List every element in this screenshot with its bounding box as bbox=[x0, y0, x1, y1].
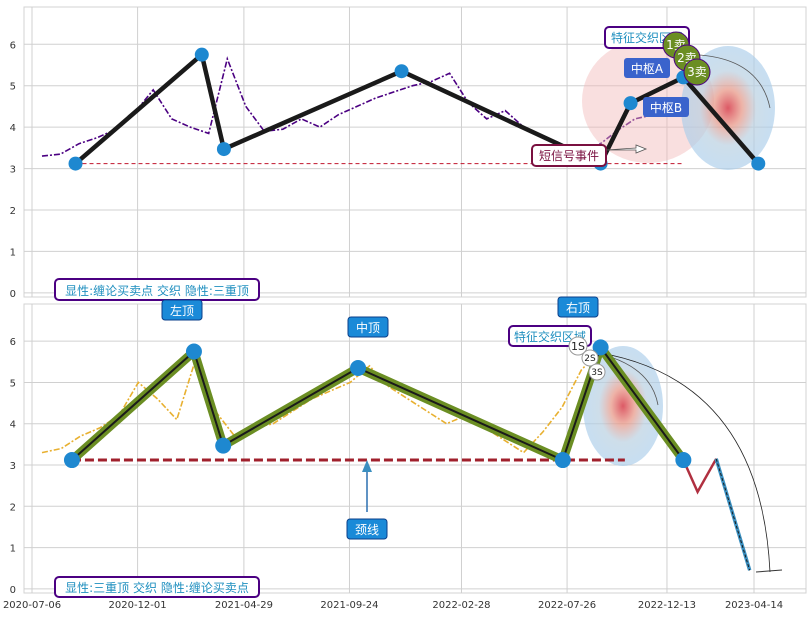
mid-top-label: 中顶 bbox=[356, 320, 380, 335]
pivot-a-box bbox=[624, 58, 670, 78]
x-tick-label: 2022-02-28 bbox=[432, 600, 490, 611]
sell-3-label: 3卖 bbox=[687, 65, 707, 79]
sell-3-marker bbox=[683, 58, 711, 86]
short-signal-label: 短信号事件 bbox=[539, 149, 599, 163]
s2-marker bbox=[581, 349, 599, 367]
y-tick-label: 4 bbox=[10, 123, 16, 134]
pivot-point bbox=[216, 142, 231, 157]
y-tick-label: 5 bbox=[10, 378, 16, 389]
neckline-box bbox=[346, 518, 388, 540]
pivot-point bbox=[554, 452, 571, 469]
y-tick-label: 3 bbox=[10, 165, 16, 176]
y-tick-label: 2 bbox=[10, 206, 16, 217]
y-tick-label: 2 bbox=[10, 502, 16, 513]
y-tick-label: 4 bbox=[10, 420, 16, 431]
projection-end-tick bbox=[755, 569, 783, 573]
bottom-x-ticks: 2020-07-06 2020-12-01 2021-04-29 2021-09-24… bbox=[3, 600, 783, 611]
bottom-feature-label: 特征交织区域 bbox=[514, 329, 586, 344]
pivot-point bbox=[68, 156, 83, 171]
short-signal-box bbox=[531, 144, 607, 167]
y-tick-label: 0 bbox=[10, 585, 16, 596]
s3-label: 3S bbox=[591, 368, 603, 378]
pivot-b-box bbox=[643, 97, 689, 117]
neckline-arrow-head bbox=[362, 460, 372, 472]
top-projection-arc bbox=[699, 54, 771, 109]
x-tick-label: 2021-09-24 bbox=[320, 600, 378, 611]
pivot-point bbox=[63, 452, 80, 469]
y-tick-label: 6 bbox=[10, 337, 16, 348]
pivot-point bbox=[215, 437, 232, 454]
s1-marker bbox=[568, 336, 588, 356]
neckline-label: 颈线 bbox=[355, 523, 379, 537]
short-signal-arrow bbox=[605, 144, 648, 154]
right-top-box bbox=[557, 296, 599, 318]
pivot-point bbox=[623, 96, 638, 111]
pivot-point bbox=[394, 64, 409, 79]
x-tick-label: 2022-07-26 bbox=[538, 600, 596, 611]
y-tick-label: 6 bbox=[10, 40, 16, 51]
bottom-caption: 显性:三重顶 交织 隐性:缠论买卖点 bbox=[65, 580, 249, 595]
x-tick-label: 2023-04-14 bbox=[725, 600, 783, 611]
pivot-point bbox=[350, 359, 367, 376]
mid-top-box bbox=[347, 316, 389, 338]
bottom-plot-frame bbox=[23, 303, 807, 594]
x-tick-label: 2020-07-06 bbox=[3, 600, 61, 611]
pivot-b-label: 中枢B bbox=[650, 100, 682, 115]
bottom-grid bbox=[24, 304, 806, 593]
bottom-y-ticks: 0 1 2 3 4 5 6 bbox=[10, 337, 16, 596]
pivot-point bbox=[194, 47, 209, 62]
y-tick-label: 0 bbox=[10, 289, 16, 300]
projection-target-dash bbox=[715, 458, 751, 571]
x-tick-label: 2021-04-29 bbox=[215, 600, 273, 611]
pivot-point bbox=[675, 452, 692, 469]
bottom-caption-box bbox=[54, 576, 260, 598]
pivot-point bbox=[751, 156, 766, 171]
y-tick-label: 3 bbox=[10, 461, 16, 472]
s3-marker bbox=[588, 363, 606, 381]
bottom-projection-arc bbox=[579, 349, 771, 573]
pivot-point bbox=[592, 339, 609, 356]
left-top-box bbox=[161, 299, 203, 321]
s2-label: 2S bbox=[584, 354, 596, 364]
y-tick-label: 1 bbox=[10, 247, 16, 258]
bottom-price-series bbox=[41, 348, 602, 454]
top-caption-box bbox=[54, 278, 260, 301]
y-tick-label: 1 bbox=[10, 544, 16, 555]
s1-label: 1S bbox=[571, 340, 585, 353]
top-caption: 显性:缠论买卖点 交织 隐性:三重顶 bbox=[65, 283, 249, 298]
x-tick-label: 2020-12-01 bbox=[109, 600, 167, 611]
y-tick-label: 5 bbox=[10, 82, 16, 93]
top-zigzag-line bbox=[74, 52, 760, 166]
pivot-point bbox=[185, 343, 202, 360]
left-top-label: 左顶 bbox=[170, 303, 194, 318]
top-y-ticks: 0 1 2 3 4 5 6 bbox=[10, 40, 16, 300]
bottom-pivot-points bbox=[63, 339, 692, 469]
x-tick-label: 2022-12-13 bbox=[638, 600, 696, 611]
projection-decline-line bbox=[682, 458, 718, 495]
pivot-a-label: 中枢A bbox=[631, 61, 664, 76]
right-top-label: 右顶 bbox=[566, 300, 590, 315]
